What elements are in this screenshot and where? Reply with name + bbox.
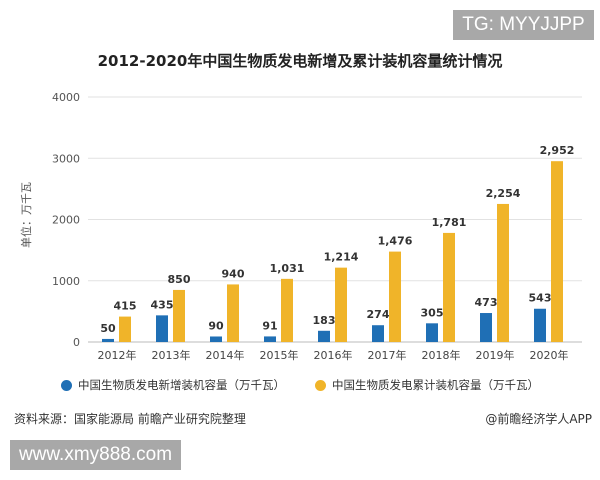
x-tick-label: 2013年 xyxy=(152,348,191,362)
data-label: 91 xyxy=(262,319,277,332)
bar-new xyxy=(372,325,384,342)
y-axis-label: 单位：万千瓦 xyxy=(19,182,33,248)
x-tick-label: 2016年 xyxy=(314,348,353,362)
bar-cumulative xyxy=(389,251,401,342)
legend-marker-cumulative xyxy=(315,379,326,391)
legend-label-new: 中国生物质发电新增装机容量（万千瓦） xyxy=(78,378,285,392)
bottom-watermark: www.xmy888.com xyxy=(10,440,181,470)
bar-new xyxy=(480,313,492,342)
data-label: 473 xyxy=(475,296,498,309)
y-tick-label: 3000 xyxy=(52,152,80,165)
data-label: 90 xyxy=(208,319,224,332)
data-label: 2,254 xyxy=(486,187,521,200)
x-tick-label: 2018年 xyxy=(422,348,461,362)
bar-new xyxy=(210,336,222,342)
y-tick-label: 2000 xyxy=(52,214,80,227)
data-label: 2,952 xyxy=(540,144,575,157)
data-label: 1,031 xyxy=(270,262,305,275)
data-label: 305 xyxy=(421,306,444,319)
y-tick-label: 0 xyxy=(73,336,80,349)
data-label: 850 xyxy=(168,273,191,286)
data-label: 50 xyxy=(100,322,116,335)
legend: 中国生物质发电新增装机容量（万千瓦） 中国生物质发电累计装机容量（万千瓦） xyxy=(0,377,600,393)
data-label: 1,476 xyxy=(378,235,413,248)
data-label: 183 xyxy=(313,314,336,327)
bar-new xyxy=(318,330,330,342)
bar-cumulative xyxy=(551,161,563,342)
brand-credit: @前瞻经济学人APP xyxy=(485,412,592,426)
x-tick-label: 2019年 xyxy=(476,348,515,362)
data-label: 274 xyxy=(367,308,390,321)
x-tick-label: 2015年 xyxy=(260,348,299,362)
plot-area: 0 1000 2000 3000 4000 单位：万千瓦 2012年 50 415 2013年 43… xyxy=(19,91,582,362)
y-tick-label: 4000 xyxy=(52,91,80,104)
x-tick-label: 2017年 xyxy=(368,348,407,362)
legend-item-new: 中国生物质发电新增装机容量（万千瓦） xyxy=(61,377,285,393)
data-label: 435 xyxy=(151,298,174,311)
bar-new xyxy=(102,338,114,342)
bar-cumulative xyxy=(335,267,347,342)
bar-new xyxy=(426,323,438,342)
bar-new xyxy=(534,308,546,342)
data-label: 543 xyxy=(529,292,552,305)
legend-marker-new xyxy=(61,379,72,391)
x-tick-label: 2020年 xyxy=(530,348,569,362)
data-label: 415 xyxy=(114,300,137,313)
bar-cumulative xyxy=(119,316,131,342)
top-watermark: TG: MYYJJPP xyxy=(453,10,594,40)
data-label: 1,214 xyxy=(324,251,359,264)
bar-cumulative xyxy=(227,284,239,342)
bar-new xyxy=(264,336,276,342)
y-tick-label: 1000 xyxy=(52,275,80,288)
bar-cumulative xyxy=(173,289,185,342)
bar-new xyxy=(156,315,168,342)
bar-cumulative xyxy=(281,278,293,342)
bar-cumulative xyxy=(443,232,455,342)
data-label: 940 xyxy=(222,267,245,280)
source-note: 资料来源：国家能源局 前瞻产业研究院整理 xyxy=(14,412,246,426)
x-tick-label: 2012年 xyxy=(98,348,137,362)
x-tick-label: 2014年 xyxy=(206,348,245,362)
chart-title: 2012-2020年中国生物质发电新增及累计装机容量统计情况 xyxy=(97,52,503,70)
data-label: 1,781 xyxy=(432,216,467,229)
legend-label-cumulative: 中国生物质发电累计装机容量（万千瓦） xyxy=(332,378,539,392)
bar-cumulative xyxy=(497,203,509,342)
legend-item-cumulative: 中国生物质发电累计装机容量（万千瓦） xyxy=(315,377,539,393)
